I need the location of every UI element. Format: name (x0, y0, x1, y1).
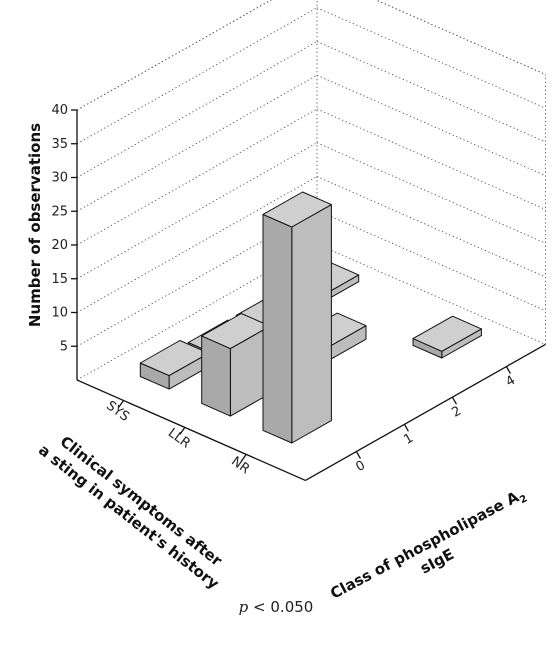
gridline-back-right (316, 209, 546, 312)
p-value-note: p < 0.050 (0, 598, 552, 616)
class-tick-label: 4 (503, 373, 518, 390)
class-tick-label: 0 (353, 458, 368, 475)
z-tick-label: 30 (51, 171, 68, 186)
z-axis-title: Number of observations (26, 123, 44, 327)
gridline-back-right (316, 7, 546, 109)
bar-top-face (262, 191, 332, 228)
z-tick-label: 10 (51, 306, 68, 321)
symptom-tick (179, 427, 186, 435)
gridline-back-left (76, 74, 318, 212)
p-value-text: < 0.050 (253, 598, 314, 616)
top-edge-right (375, 0, 546, 75)
symptom-tick (118, 400, 125, 408)
gridline-back-right (375, 0, 546, 75)
z-tick-label: 15 (51, 272, 68, 287)
gridline-back-right (316, 108, 546, 210)
bar-llr-class-0 (201, 313, 271, 417)
bar-nr-class-4 (412, 315, 482, 359)
z-tick-label: 35 (51, 137, 68, 152)
gridline-back-right (316, 176, 546, 278)
gridline-back-left (76, 0, 273, 111)
class-axis-title-subscript: 2 (518, 493, 529, 506)
symptom-tick (240, 454, 247, 462)
gridline-back-left (76, 41, 318, 178)
bar-side-face (262, 213, 293, 444)
symptom-axis-line (76, 379, 306, 482)
class-tick-label: 2 (449, 404, 464, 421)
symptom-axis-title-line2: a sting in patient's history (35, 441, 222, 593)
symptom-tick-label: NR (228, 454, 252, 477)
class-tick (403, 424, 409, 432)
class-axis-line (305, 343, 546, 482)
axes-layer (71, 109, 546, 482)
class-tick-label: 1 (401, 431, 416, 448)
bar-nr-class-0 (262, 191, 332, 444)
top-edge-left (76, 0, 273, 111)
class-tick (451, 396, 457, 405)
symptom-axis-title-line1: Clinical symptoms after (57, 432, 226, 570)
z-tick-label: 5 (60, 339, 68, 354)
bars-layer (139, 191, 482, 444)
bar-top-face (412, 315, 482, 352)
class-axis-title-line1: Class of phospholipase A (327, 488, 522, 603)
gridline-back-right (316, 142, 546, 244)
class-tick (505, 366, 511, 374)
right-floor-edge (316, 243, 546, 345)
gridline-back-right (316, 74, 546, 177)
grid-layer (76, 0, 546, 381)
z-tick-label: 20 (51, 238, 68, 253)
gridline-back-right (316, 41, 546, 143)
bar-side-face (201, 335, 231, 417)
z-tick-label: 25 (51, 204, 68, 219)
symptom-axis-title: Clinical symptoms aftera sting in patien… (35, 425, 235, 593)
z-tick-label: 40 (51, 103, 68, 118)
class-tick (355, 451, 361, 459)
p-symbol: p (238, 598, 249, 616)
gridline-back-left (76, 7, 318, 145)
bar-front-face (291, 204, 332, 444)
